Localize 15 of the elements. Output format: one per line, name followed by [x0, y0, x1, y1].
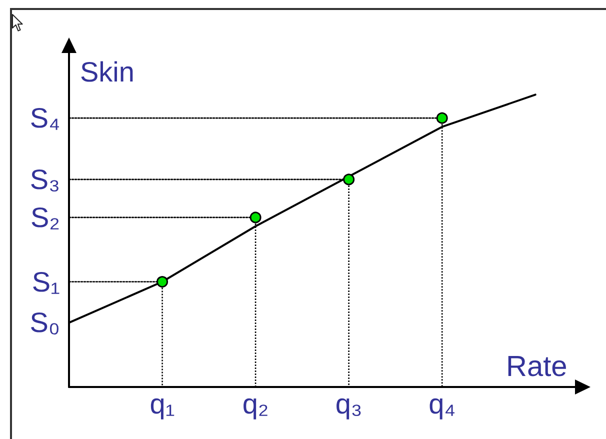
- series-label: S₁: [32, 266, 60, 298]
- point: [156, 276, 168, 288]
- x-tick-label: q₁: [150, 388, 175, 420]
- y-axis-title: Skin: [80, 56, 134, 88]
- point: [250, 212, 262, 224]
- series-label: S₀: [30, 307, 60, 338]
- series-label: S₂: [30, 202, 60, 233]
- series-label: S₄: [30, 102, 60, 134]
- x-tick-label: q₄: [428, 388, 456, 420]
- x-axis-title: Rate: [506, 351, 568, 383]
- x-tick-label: q₂: [242, 388, 269, 420]
- series-label: S₃: [30, 164, 60, 195]
- point: [436, 112, 448, 124]
- point: [343, 174, 355, 186]
- x-tick-label: q₃: [335, 388, 362, 420]
